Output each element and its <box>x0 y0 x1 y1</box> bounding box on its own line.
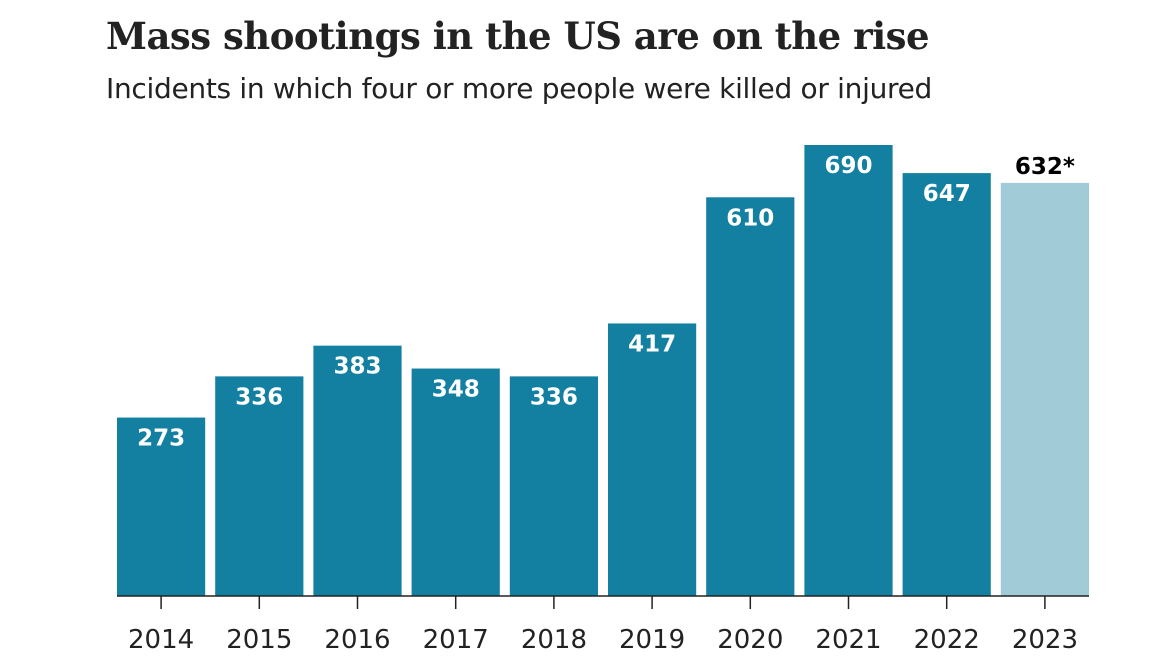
bar-2022 <box>902 173 991 596</box>
bar-label-2014: 273 <box>137 426 185 452</box>
bar-2017 <box>411 368 500 596</box>
bar-2018 <box>509 376 598 596</box>
x-tick-label-2015: 2015 <box>226 625 292 655</box>
x-tick-label-2016: 2016 <box>324 625 390 655</box>
bar-label-2017: 348 <box>432 377 480 403</box>
x-tick-label-2017: 2017 <box>423 625 489 655</box>
bar-2021 <box>804 145 893 596</box>
x-tick-label-2019: 2019 <box>619 625 685 655</box>
bar-label-2022: 647 <box>923 181 971 207</box>
bar-label-2016: 383 <box>333 354 381 380</box>
bar-label-2020: 610 <box>726 205 774 231</box>
bar-label-2018: 336 <box>530 384 578 410</box>
bar-2014 <box>117 417 206 596</box>
x-tick-label-2021: 2021 <box>815 625 881 655</box>
x-tick-label-2014: 2014 <box>128 625 194 655</box>
chart-subtitle: Incidents in which four or more people w… <box>106 72 933 105</box>
bar-2015 <box>215 376 304 596</box>
x-tick-label-2023: 2023 <box>1012 625 1078 655</box>
x-tick-label-2018: 2018 <box>521 625 587 655</box>
bar-2023 <box>1000 182 1089 596</box>
x-tick-label-2022: 2022 <box>914 625 980 655</box>
bar-2020 <box>706 197 795 596</box>
bar-label-2019: 417 <box>628 331 676 357</box>
bar-2016 <box>313 345 402 596</box>
bar-label-2021: 690 <box>824 153 872 179</box>
x-tick-label-2020: 2020 <box>717 625 783 655</box>
bar-label-2015: 336 <box>235 384 283 410</box>
bar-2019 <box>608 323 697 596</box>
chart-title: Mass shootings in the US are on the rise <box>106 14 930 58</box>
bar-label-2023: 632* <box>1015 154 1075 180</box>
